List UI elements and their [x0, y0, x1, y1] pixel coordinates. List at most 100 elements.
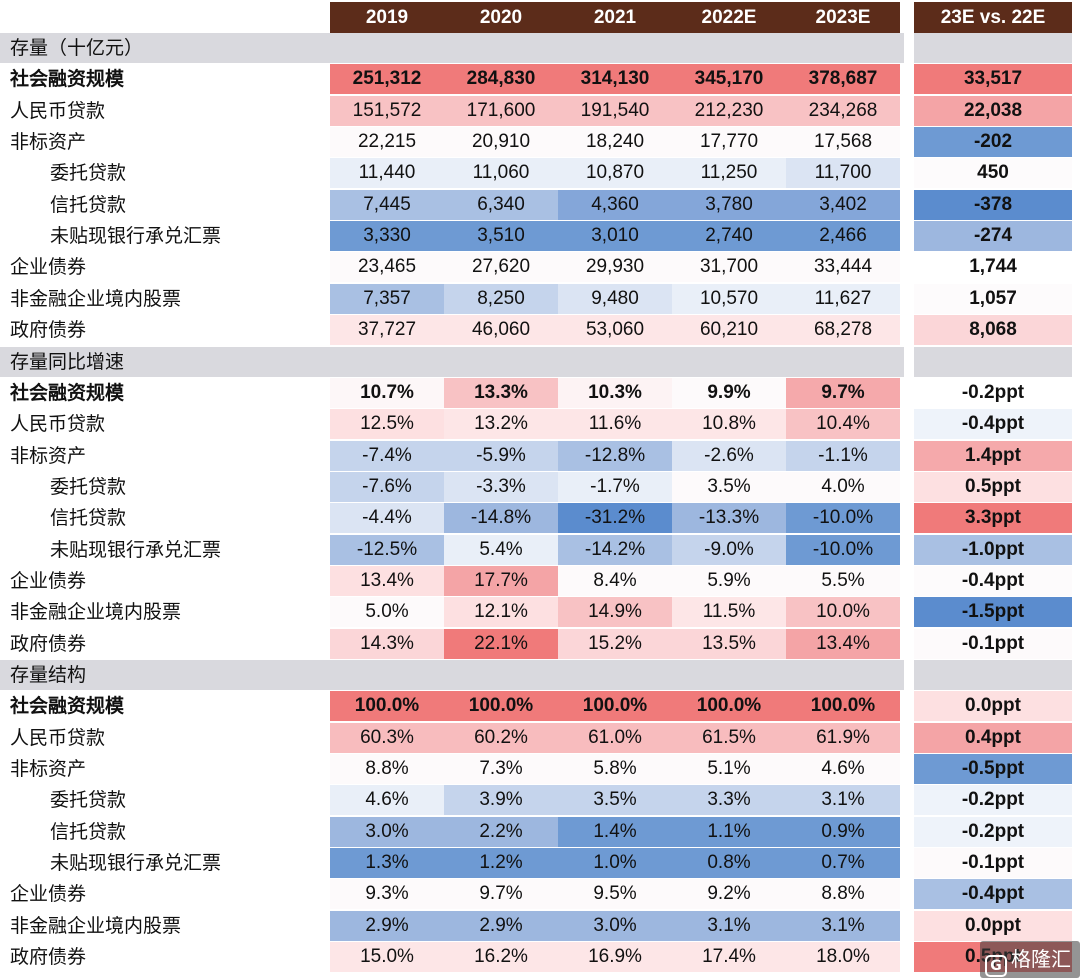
change-cell: -0.4ppt [914, 879, 1072, 910]
table-cell: 8.8% [330, 754, 444, 785]
table-cell: 61.9% [786, 722, 900, 753]
table-cell: 3.0% [330, 816, 444, 847]
table-cell: 0.7% [786, 848, 900, 879]
table-cell: -7.6% [330, 471, 444, 502]
change-cell: -1.0ppt [914, 534, 1072, 565]
table-cell: 3,010 [558, 221, 672, 252]
table-cell: 0.9% [786, 816, 900, 847]
table-cell: -4.4% [330, 503, 444, 534]
table-cell: 9.3% [330, 879, 444, 910]
table-cell: 11,700 [786, 158, 900, 189]
table-cell: 11,060 [444, 158, 558, 189]
table-cell: 3.5% [558, 785, 672, 816]
table-cell: 9.2% [672, 879, 786, 910]
table-cell: 3,330 [330, 221, 444, 252]
table-cell: 3.5% [672, 471, 786, 502]
section-title: 存量（十亿元） [10, 37, 144, 59]
change-cell: 0.0ppt [914, 910, 1072, 941]
table-cell: 10,570 [672, 283, 786, 314]
table-cell: 7.3% [444, 754, 558, 785]
row-label: 未贴现银行承兑汇票 [50, 225, 222, 248]
change-cell: 0.0ppt [914, 691, 1072, 722]
table-cell: 171,600 [444, 95, 558, 126]
table-cell: 4.6% [330, 785, 444, 816]
table-cell: 27,620 [444, 252, 558, 283]
table-cell: 13.2% [444, 409, 558, 440]
row-label: 委托贷款 [50, 475, 127, 498]
table-cell: -14.2% [558, 534, 672, 565]
table-cell: 16.9% [558, 942, 672, 973]
table-cell: 12.5% [330, 409, 444, 440]
table-cell: 100.0% [558, 691, 672, 722]
row-label: 非标资产 [10, 131, 87, 154]
table-cell: 9.7% [444, 879, 558, 910]
table-cell: 100.0% [786, 691, 900, 722]
table-cell: 46,060 [444, 315, 558, 346]
table-cell: 7,357 [330, 283, 444, 314]
change-cell: -378 [914, 189, 1072, 220]
table-cell: 1.3% [330, 848, 444, 879]
change-cell: -0.1ppt [914, 848, 1072, 879]
table-cell: 10.3% [558, 377, 672, 408]
header-band [330, 2, 900, 33]
table-cell: 3,780 [672, 189, 786, 220]
change-cell: 1,744 [914, 252, 1072, 283]
table-cell: 15.2% [558, 628, 672, 659]
table-cell: 23,465 [330, 252, 444, 283]
change-cell: -1.5ppt [914, 597, 1072, 628]
table-cell: 3.0% [558, 910, 672, 941]
table-cell: -7.4% [330, 440, 444, 471]
table-cell: 9.9% [672, 377, 786, 408]
change-cell: 33,517 [914, 64, 1072, 95]
table-cell: 22.1% [444, 628, 558, 659]
change-cell: -0.5ppt [914, 754, 1072, 785]
table-cell: 284,830 [444, 64, 558, 95]
row-label: 人民币贷款 [10, 726, 106, 749]
table-cell: 17.7% [444, 565, 558, 596]
change-cell: -0.4ppt [914, 409, 1072, 440]
table-cell: 18.0% [786, 942, 900, 973]
table-cell: 3.1% [786, 785, 900, 816]
table-cell: 2.9% [444, 910, 558, 941]
table-cell: 5.0% [330, 597, 444, 628]
row-label: 人民币贷款 [10, 413, 106, 436]
section-title: 存量同比增速 [10, 350, 125, 373]
table-cell: 3.3% [672, 785, 786, 816]
table-cell: 13.4% [786, 628, 900, 659]
table-cell: 378,687 [786, 64, 900, 95]
table-cell: 7,445 [330, 189, 444, 220]
section-band [0, 660, 904, 690]
table-cell: 11,440 [330, 158, 444, 189]
section-band-change [914, 346, 1072, 377]
change-cell: -0.1ppt [914, 628, 1072, 659]
section-band-change [914, 660, 1072, 690]
change-cell: 1.4ppt [914, 440, 1072, 471]
table-cell: 4.0% [786, 471, 900, 502]
table-cell: 0.8% [672, 848, 786, 879]
table-cell: 9.7% [786, 377, 900, 408]
table-cell: 5.5% [786, 565, 900, 596]
column-header: 2022E [701, 7, 757, 28]
table-cell: -1.7% [558, 471, 672, 502]
change-cell: 1,057 [914, 283, 1072, 314]
table-cell: 17.4% [672, 942, 786, 973]
change-cell: 450 [914, 158, 1072, 189]
table-cell: 1.2% [444, 848, 558, 879]
table-cell: 61.5% [672, 722, 786, 753]
table-cell: 5.1% [672, 754, 786, 785]
table-cell: -10.0% [786, 534, 900, 565]
table-cell: 11.5% [672, 597, 786, 628]
table-cell: 37,727 [330, 315, 444, 346]
table-cell: 6,340 [444, 189, 558, 220]
change-cell: -0.4ppt [914, 565, 1072, 596]
table-cell: -1.1% [786, 440, 900, 471]
row-label: 企业债券 [10, 883, 87, 906]
table-cell: 61.0% [558, 722, 672, 753]
change-cell: 0.4ppt [914, 722, 1072, 753]
table-cell: 3.9% [444, 785, 558, 816]
table-cell: 13.4% [330, 565, 444, 596]
table-cell: 14.9% [558, 597, 672, 628]
table-cell: 4,360 [558, 189, 672, 220]
column-header: 2021 [593, 7, 637, 28]
table-cell: 29,930 [558, 252, 672, 283]
